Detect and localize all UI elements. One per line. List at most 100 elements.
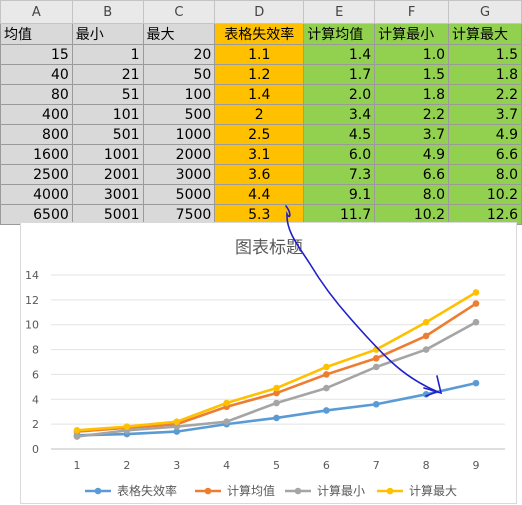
data-cell[interactable]: 4.4 — [214, 184, 305, 205]
data-cell[interactable]: 6.6 — [448, 144, 522, 165]
data-cell[interactable]: 7500 — [142, 204, 216, 225]
data-cell[interactable]: 15 — [0, 44, 73, 65]
data-cell[interactable]: 3.1 — [214, 144, 305, 165]
data-cell[interactable]: 4.5 — [303, 124, 376, 145]
data-cell[interactable]: 4.9 — [448, 124, 522, 145]
data-point — [273, 389, 280, 397]
data-cell[interactable]: 1.2 — [214, 64, 305, 85]
x-tick-label: 1 — [74, 459, 81, 472]
header-cell[interactable]: 计算最大 — [448, 23, 522, 45]
data-cell[interactable]: 4000 — [0, 184, 73, 205]
data-cell[interactable]: 1.8 — [448, 64, 522, 85]
data-cell[interactable]: 1.8 — [374, 84, 450, 105]
data-cell[interactable]: 51 — [71, 84, 144, 105]
header-cell[interactable]: 计算均值 — [303, 23, 376, 45]
data-point — [422, 332, 430, 340]
header-cell[interactable]: 表格失效率 — [214, 23, 305, 45]
data-cell[interactable]: 12.6 — [448, 204, 522, 225]
data-cell[interactable]: 8.0 — [374, 184, 450, 205]
data-cell[interactable]: 100 — [142, 84, 216, 105]
data-point — [323, 371, 330, 378]
data-point — [422, 391, 430, 398]
data-cell[interactable]: 1600 — [0, 144, 73, 165]
data-cell[interactable]: 2.2 — [374, 104, 450, 125]
data-point — [73, 427, 81, 434]
data-cell[interactable]: 500 — [142, 104, 216, 125]
column-letter-g[interactable]: G — [448, 0, 522, 24]
legend-entry: 计算最大 — [409, 483, 457, 498]
table-row: 40 21 50 1.2 1.7 1.5 1.8 — [0, 64, 522, 85]
x-tick-label: 3 — [173, 459, 180, 472]
data-cell[interactable]: 5000 — [142, 184, 216, 205]
data-cell[interactable]: 2.5 — [214, 124, 305, 145]
data-cell[interactable]: 6.0 — [303, 144, 376, 165]
data-cell[interactable]: 1.7 — [303, 64, 376, 85]
data-point — [372, 346, 380, 353]
data-cell[interactable]: 2.2 — [448, 84, 522, 105]
y-tick-label: 12 — [25, 294, 39, 307]
data-cell[interactable]: 9.1 — [303, 184, 376, 205]
data-cell[interactable]: 1.0 — [374, 44, 450, 65]
data-cell[interactable]: 7.3 — [303, 164, 376, 185]
data-cell[interactable]: 10.2 — [448, 184, 522, 205]
header-cell[interactable]: 均值 — [0, 23, 73, 45]
data-cell[interactable]: 2500 — [0, 164, 73, 185]
column-letter-c[interactable]: C — [142, 0, 216, 24]
data-cell[interactable]: 5001 — [71, 204, 144, 225]
data-cell[interactable]: 2001 — [71, 164, 144, 185]
data-cell[interactable]: 20 — [142, 44, 216, 65]
data-cell[interactable]: 6500 — [0, 204, 73, 225]
data-cell[interactable]: 3.7 — [448, 104, 522, 125]
data-cell[interactable]: 80 — [0, 84, 73, 105]
data-cell[interactable]: 3.4 — [303, 104, 376, 125]
y-tick-label: 4 — [32, 393, 39, 406]
data-cell[interactable]: 50 — [142, 64, 216, 85]
data-cell[interactable]: 21 — [71, 64, 144, 85]
data-cell[interactable]: 1.4 — [303, 44, 376, 65]
data-point — [372, 400, 380, 408]
data-cell[interactable]: 3000 — [142, 164, 216, 185]
data-cell[interactable]: 1.4 — [214, 84, 305, 105]
data-cell[interactable]: 2 — [214, 104, 305, 125]
data-cell[interactable]: 1.5 — [448, 44, 522, 65]
x-tick-label: 6 — [323, 459, 330, 472]
column-letter-f[interactable]: F — [374, 0, 450, 24]
data-cell[interactable]: 3001 — [71, 184, 144, 205]
data-point — [472, 300, 480, 307]
data-cell[interactable]: 1.5 — [374, 64, 450, 85]
table-row: 1600 1001 2000 3.1 6.0 4.9 6.6 — [0, 144, 522, 165]
data-cell[interactable]: 3.7 — [374, 124, 450, 145]
data-cell[interactable]: 400 — [0, 104, 73, 125]
legend-swatch-marker — [294, 487, 302, 495]
data-cell[interactable]: 6.6 — [374, 164, 450, 185]
data-cell[interactable]: 1.1 — [214, 44, 305, 65]
column-letter-e[interactable]: E — [303, 0, 376, 24]
y-tick-label: 0 — [32, 443, 39, 456]
data-cell[interactable]: 4.9 — [374, 144, 450, 165]
data-cell[interactable]: 501 — [71, 124, 144, 145]
line-chart[interactable]: 图表标题 0 2 4 6 8 10 12 14 1 2 3 4 5 6 7 8 9 表格失效率 计算均值 计算最小 计算最… — [20, 222, 517, 504]
header-cell[interactable]: 最小 — [71, 23, 144, 45]
data-point — [223, 418, 230, 425]
data-cell[interactable]: 1000 — [142, 124, 216, 145]
column-letter-d[interactable]: D — [214, 0, 305, 24]
data-cell[interactable]: 1 — [71, 44, 144, 65]
data-point — [422, 346, 430, 353]
data-cell[interactable]: 8.0 — [448, 164, 522, 185]
data-point — [173, 423, 181, 430]
column-letter-a[interactable]: A — [0, 0, 73, 24]
y-tick-label: 6 — [32, 368, 39, 381]
table-row: 2500 2001 3000 3.6 7.3 6.6 8.0 — [0, 164, 522, 185]
data-cell[interactable]: 1001 — [71, 144, 144, 165]
header-cell[interactable]: 计算最小 — [374, 23, 450, 45]
data-point — [472, 318, 480, 326]
data-cell[interactable]: 2.0 — [303, 84, 376, 105]
header-cell[interactable]: 最大 — [142, 23, 216, 45]
data-cell[interactable]: 800 — [0, 124, 73, 145]
data-cell[interactable]: 101 — [71, 104, 144, 125]
data-cell[interactable]: 2000 — [142, 144, 216, 165]
data-cell[interactable]: 40 — [0, 64, 73, 85]
column-letter-b[interactable]: B — [71, 0, 144, 24]
data-cell[interactable]: 3.6 — [214, 164, 305, 185]
data-point — [323, 384, 330, 392]
